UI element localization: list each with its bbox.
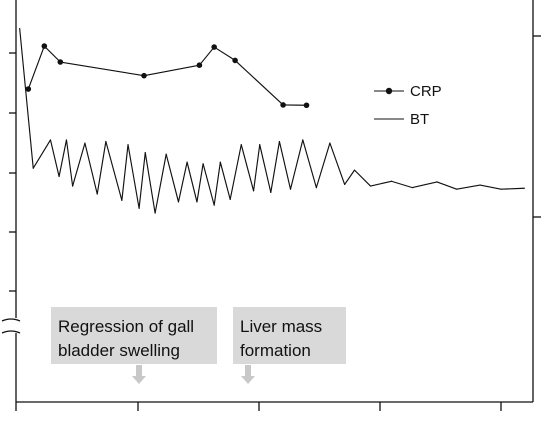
series-crp-point xyxy=(303,102,310,109)
series-bt-segment xyxy=(329,142,346,186)
series-bt-segment xyxy=(302,139,317,189)
series-crp-point xyxy=(57,59,64,65)
annotation-liver-mass-line-1: Liver mass xyxy=(240,317,322,336)
series-bt-segment xyxy=(144,152,156,214)
series-bt-segment xyxy=(58,139,68,178)
series-crp-segment xyxy=(198,46,215,66)
series-bt-segment xyxy=(229,144,242,200)
series-bt-segment xyxy=(72,142,86,187)
series-bt-segment xyxy=(213,161,221,206)
annotation-arrow-liver-mass xyxy=(241,365,255,384)
series-bt-segment xyxy=(84,142,98,195)
series-bt-segment xyxy=(259,144,272,193)
series-crp-point xyxy=(196,62,203,68)
series-bt-segment xyxy=(390,180,413,189)
series-crp-segment xyxy=(234,59,284,106)
series-bt-segment xyxy=(270,140,280,193)
series-bt-segment xyxy=(196,163,204,203)
series-crp-segment xyxy=(43,45,61,63)
legend-crp-label: CRP xyxy=(410,83,442,100)
legend-bt-label: BT xyxy=(410,111,429,128)
series-bt-segment xyxy=(32,139,52,169)
annotation-arrow-gallbladder xyxy=(132,365,146,384)
series-crp-point xyxy=(280,102,286,108)
series-bt-segment xyxy=(19,28,34,169)
series-bt-segment xyxy=(49,139,60,178)
series-crp-segment xyxy=(27,45,45,90)
series-bt-segment xyxy=(240,144,255,192)
series-crp-point xyxy=(41,43,48,49)
series-layer xyxy=(19,28,525,214)
series-bt-segment xyxy=(127,144,140,209)
series-bt-segment xyxy=(202,163,215,206)
annotation-layer: Regression of gall bladder swelling Live… xyxy=(51,307,346,384)
series-crp-point xyxy=(25,86,32,92)
y-axis-break-mark-top xyxy=(1,318,21,322)
series-bt-segment xyxy=(154,153,167,214)
series-bt-segment xyxy=(411,181,438,189)
series-bt-segment xyxy=(353,169,372,187)
annotation-gallbladder-line-2: bladder swelling xyxy=(58,341,180,360)
annotation-gallbladder-line-1: Regression of gall xyxy=(58,317,194,336)
series-bt-segment xyxy=(252,144,261,192)
series-bt-segment xyxy=(344,169,356,186)
series-bt-segment xyxy=(369,180,393,187)
series-bt-segment xyxy=(186,161,198,203)
series-bt-segment xyxy=(219,161,231,200)
y-axis-break-mark-bottom xyxy=(1,330,21,334)
series-bt-segment xyxy=(121,144,129,201)
series-bt-segment xyxy=(177,161,188,203)
series-crp-point xyxy=(232,57,238,64)
legend: CRP BT xyxy=(374,83,442,128)
series-bt-segment xyxy=(138,152,146,209)
series-bt-segment xyxy=(500,187,525,190)
series-crp-point xyxy=(211,44,217,50)
series-bt-segment xyxy=(315,142,331,189)
series-crp-segment xyxy=(143,64,200,77)
series-bt-segment xyxy=(65,139,74,187)
series-crp-segment xyxy=(59,61,145,77)
series-bt-segment xyxy=(456,184,481,190)
annotation-liver-mass-line-2: formation xyxy=(240,341,311,360)
series-bt-segment xyxy=(278,140,292,190)
series-bt-segment xyxy=(96,140,107,195)
series-bt-segment xyxy=(436,181,458,190)
axes-layer xyxy=(1,0,541,411)
annotation-box-liver-mass xyxy=(233,307,346,364)
annotation-box-gallbladder xyxy=(51,307,217,364)
legend-crp-marker xyxy=(385,87,393,95)
series-crp-point xyxy=(141,72,147,79)
series-crp-segment xyxy=(213,46,236,61)
series-bt-segment xyxy=(289,139,304,190)
series-bt-segment xyxy=(105,140,123,201)
series-bt-segment xyxy=(165,153,180,203)
series-bt-segment xyxy=(479,184,502,190)
